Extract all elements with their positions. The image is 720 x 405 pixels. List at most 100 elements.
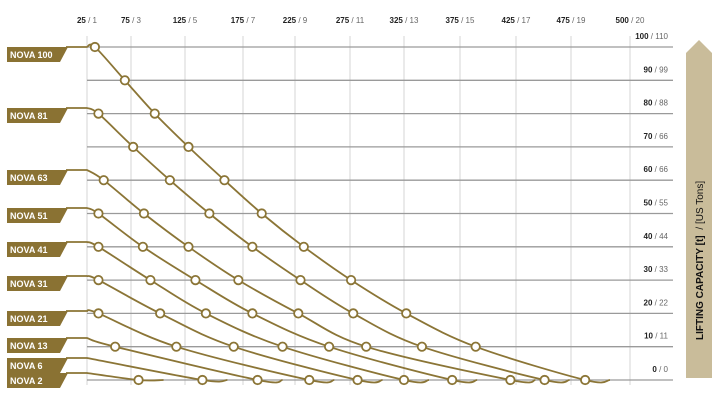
y-tick-us-tons: / 33 (652, 265, 668, 274)
label-tag (7, 338, 68, 353)
data-point (219, 175, 230, 186)
arrow-band (686, 40, 712, 378)
data-point (352, 374, 363, 386)
y-tick-tonnes: 70 (644, 132, 653, 141)
x-tick-feet: / 20 (629, 16, 645, 25)
x-tick-meters: 175 (231, 16, 245, 25)
y-tick-us-tons: / 11 (653, 332, 669, 341)
data-point (256, 208, 267, 219)
series-label: NOVA 13 (7, 338, 68, 353)
y-tick-us-tons: / 55 (652, 199, 668, 208)
series-nova-21 (66, 308, 335, 386)
series-name: NOVA 31 (10, 279, 48, 289)
y-tick-tonnes: 20 (644, 298, 653, 307)
grid (86, 36, 673, 385)
y-tick-tonnes: 10 (644, 332, 653, 341)
series-line (66, 337, 283, 384)
x-tick-label: 325 / 13 (390, 16, 419, 25)
y-axis-arrow: LIFTING CAPACITY [t] / [US Tons] (686, 40, 712, 378)
series-nova-63 (66, 169, 536, 386)
series-name: NOVA 21 (10, 314, 48, 324)
data-point (447, 374, 458, 386)
y-tick-label: 20 / 22 (644, 298, 669, 307)
series-nova-2 (66, 372, 164, 386)
label-tag (7, 373, 68, 388)
x-tick-label: 500 / 20 (616, 16, 645, 25)
data-point (171, 341, 182, 352)
series-label: NOVA 41 (7, 242, 68, 257)
y-tick-us-tons: / 110 (649, 32, 669, 41)
series-line (66, 357, 228, 383)
y-tick-label: 70 / 66 (644, 132, 669, 141)
series-label: NOVA 81 (7, 108, 68, 123)
y-tick-us-tons: / 44 (652, 232, 668, 241)
y-tick-tonnes: 80 (644, 99, 653, 108)
series-curves (66, 41, 611, 386)
x-tick-meters: 225 (283, 16, 297, 25)
x-tick-meters: 325 (390, 16, 404, 25)
series-labels: NOVA 100 NOVA 81 NOVA 63 NOVA 51 NOVA 41 NOVA… (7, 47, 68, 388)
y-tick-label: 90 / 99 (644, 65, 669, 74)
x-tick-label: 25 / 1 (77, 16, 98, 25)
x-tick-feet: / 3 (130, 16, 142, 25)
x-tick-feet: / 13 (403, 16, 419, 25)
y-tick-label: 80 / 88 (644, 99, 669, 108)
series-name: NOVA 51 (10, 211, 48, 221)
data-point (204, 208, 215, 219)
x-tick-meters: 475 (557, 16, 571, 25)
x-tick-label: 75 / 3 (121, 16, 142, 25)
y-tick-label: 0 / 0 (652, 365, 668, 374)
label-tag (7, 242, 68, 257)
series-nova-81 (66, 107, 570, 386)
y-tick-us-tons: / 0 (657, 365, 669, 374)
data-point (247, 241, 258, 252)
series-name: NOVA 6 (10, 361, 43, 371)
data-point (298, 241, 309, 252)
series-label: NOVA 2 (7, 373, 68, 388)
data-point (348, 308, 359, 319)
data-point (93, 274, 104, 286)
data-point (252, 374, 263, 386)
label-tag (7, 170, 68, 185)
x-tick-meters: 25 (77, 16, 86, 25)
x-tick-feet: / 19 (570, 16, 586, 25)
series-nova-100 (66, 41, 611, 386)
data-point (200, 308, 211, 319)
data-point (228, 341, 239, 352)
data-point (93, 208, 104, 219)
x-tick-feet: / 9 (296, 16, 308, 25)
y-tick-tonnes: 60 (644, 165, 653, 174)
y-tick-label: 40 / 44 (644, 232, 669, 241)
x-tick-feet: / 7 (244, 16, 256, 25)
data-point (505, 374, 516, 386)
x-tick-feet: / 11 (349, 16, 365, 25)
data-point (233, 274, 244, 286)
x-tick-label: 225 / 9 (283, 16, 308, 25)
data-point (137, 241, 148, 252)
label-tag (7, 276, 68, 291)
series-line (66, 107, 570, 384)
label-tag (7, 358, 68, 373)
data-point (539, 374, 550, 386)
label-tag (7, 311, 68, 326)
data-point (93, 108, 104, 119)
data-point (98, 175, 109, 186)
x-tick-feet: / 5 (186, 16, 198, 25)
y-tick-tonnes: 90 (644, 65, 653, 74)
series-name: NOVA 81 (10, 111, 48, 121)
series-nova-13 (66, 337, 283, 386)
data-point (110, 341, 121, 352)
series-line (66, 275, 383, 384)
x-axis-ticks: 25 / 1 75 / 3 125 / 5 175 / 7 225 / 9 275 / 1… (77, 16, 645, 25)
y-tick-label: 10 / 11 (644, 332, 668, 341)
data-point (155, 308, 166, 319)
data-point (470, 341, 481, 352)
data-point (197, 374, 208, 386)
series-nova-6 (66, 357, 228, 386)
label-tag (7, 208, 68, 223)
data-point (145, 274, 156, 286)
data-point (398, 374, 410, 386)
series-name: NOVA 100 (10, 50, 53, 60)
label-tag (7, 47, 68, 62)
series-label: NOVA 51 (7, 208, 68, 223)
